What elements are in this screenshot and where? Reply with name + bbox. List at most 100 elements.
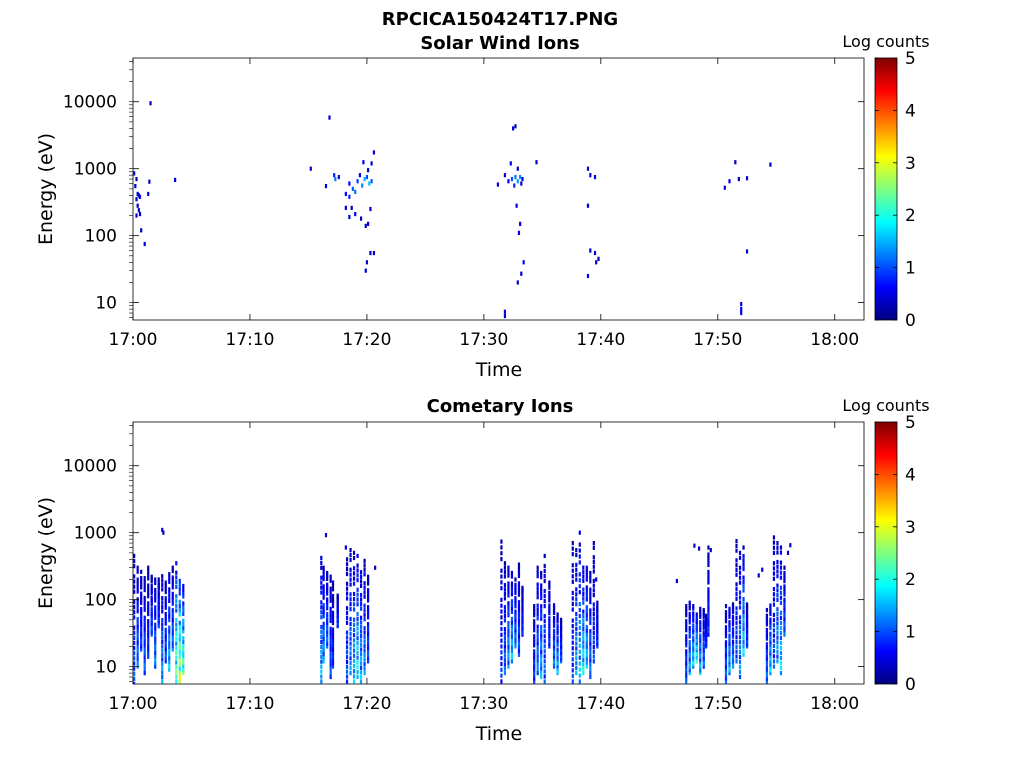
heatmap-cell xyxy=(496,182,500,187)
heatmap-cell xyxy=(765,616,769,621)
heatmap-cell xyxy=(143,615,146,620)
heatmap-cell xyxy=(133,676,136,681)
heatmap-cell xyxy=(356,631,359,636)
heatmap-cell xyxy=(147,629,150,634)
heatmap-cell xyxy=(175,669,178,675)
heatmap-cell xyxy=(783,584,786,589)
heatmap-cell xyxy=(571,646,574,651)
heatmap-cell xyxy=(140,625,143,630)
heatmap-cell xyxy=(164,583,167,588)
heatmap-cell xyxy=(320,664,323,669)
heatmap-cell xyxy=(143,651,146,656)
heatmap-cell xyxy=(543,664,546,669)
heatmap-cell xyxy=(582,609,585,614)
heatmap-cell xyxy=(147,626,150,631)
heatmap-cell xyxy=(552,621,556,626)
heatmap-cell xyxy=(772,618,776,623)
heatmap-cell xyxy=(356,568,359,573)
heatmap-cell xyxy=(510,599,514,604)
heatmap-cell xyxy=(536,574,539,579)
heatmap-cell xyxy=(500,551,503,556)
colorbar-tick-label: 3 xyxy=(905,154,916,174)
heatmap-cell xyxy=(578,572,581,577)
heatmap-cell xyxy=(517,585,521,590)
heatmap-cell xyxy=(776,564,779,569)
heatmap-cell xyxy=(345,586,349,591)
heatmap-cell xyxy=(769,625,772,631)
heatmap-cell xyxy=(776,569,779,574)
heatmap-cell xyxy=(164,586,167,591)
heatmap-cell xyxy=(699,657,702,662)
heatmap-cell xyxy=(143,655,146,660)
heatmap-cell xyxy=(178,629,181,634)
heatmap-cell xyxy=(592,588,595,593)
heatmap-cell xyxy=(724,616,728,621)
heatmap-cell xyxy=(143,241,146,247)
heatmap-cell xyxy=(517,562,521,567)
heatmap-cell xyxy=(364,268,367,273)
heatmap-cell xyxy=(154,661,157,666)
heatmap-cell xyxy=(707,576,710,582)
heatmap-cell xyxy=(589,649,592,655)
heatmap-cell xyxy=(585,636,588,642)
heatmap-cell xyxy=(133,671,136,676)
plot-area xyxy=(132,57,865,321)
heatmap-cell xyxy=(585,617,588,622)
heatmap-cell xyxy=(776,592,779,598)
heatmap-cell xyxy=(514,577,517,582)
heatmap-cell xyxy=(688,611,691,617)
heatmap-cell xyxy=(589,570,592,576)
heatmap-cell xyxy=(575,636,578,641)
heatmap-cell xyxy=(589,595,592,601)
heatmap-cell xyxy=(154,587,157,593)
heatmap-cell xyxy=(776,597,779,602)
heatmap-cell xyxy=(596,604,599,609)
heatmap-cell xyxy=(575,577,578,582)
heatmap-cell xyxy=(147,640,150,645)
x-tick-label: 17:40 xyxy=(576,694,625,714)
heatmap-cell xyxy=(592,607,595,612)
heatmap-cell xyxy=(182,664,185,669)
heatmap-cell xyxy=(329,666,332,672)
heatmap-cell xyxy=(585,577,588,582)
heatmap-cell xyxy=(702,662,705,667)
heatmap-cell xyxy=(540,570,543,576)
heatmap-cell xyxy=(133,646,136,651)
heatmap-cell xyxy=(745,249,749,254)
heatmap-cell xyxy=(348,214,351,220)
heatmap-cell xyxy=(556,640,559,645)
heatmap-cell xyxy=(178,645,181,651)
heatmap-cell xyxy=(776,588,779,593)
heatmap-cell xyxy=(175,561,178,566)
heatmap-cell xyxy=(161,666,164,671)
heatmap-cell xyxy=(728,646,731,652)
heatmap-cell xyxy=(734,160,737,165)
heatmap-cell xyxy=(157,590,160,595)
heatmap-cell xyxy=(349,631,352,636)
heatmap-cell xyxy=(582,600,585,605)
heatmap-cell xyxy=(702,655,705,660)
heatmap-cell xyxy=(322,625,325,630)
heatmap-cell xyxy=(133,640,136,646)
heatmap-cell xyxy=(154,640,157,645)
heatmap-cell xyxy=(536,624,539,629)
heatmap-cell xyxy=(738,575,742,580)
heatmap-cell xyxy=(174,177,177,183)
heatmap-cell xyxy=(742,562,745,567)
heatmap-cell xyxy=(138,194,142,199)
heatmap-cell xyxy=(685,655,688,660)
heatmap-cell xyxy=(329,670,332,676)
heatmap-cell xyxy=(693,543,696,548)
heatmap-cell xyxy=(514,628,517,633)
colorbar-tick-label: 4 xyxy=(905,101,916,121)
heatmap-cell xyxy=(552,656,556,662)
heatmap-cell xyxy=(533,670,536,675)
heatmap-cell xyxy=(731,664,735,669)
heatmap-cell xyxy=(514,625,517,630)
heatmap-cell xyxy=(699,649,702,654)
heatmap-cell xyxy=(320,669,323,674)
heatmap-cell xyxy=(352,550,356,555)
heatmap-cell xyxy=(585,632,588,638)
heatmap-cell xyxy=(363,662,366,667)
